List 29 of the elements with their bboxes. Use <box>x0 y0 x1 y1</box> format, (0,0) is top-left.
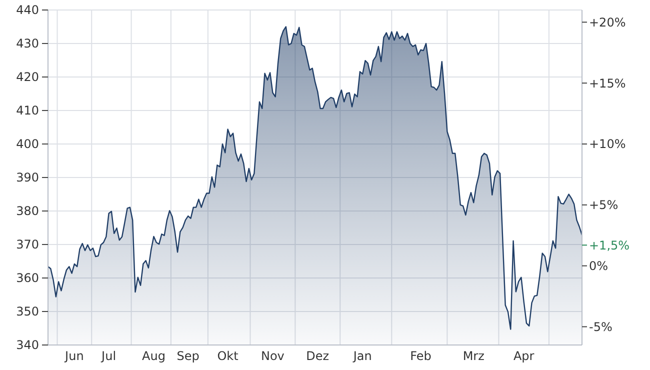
x-tick-label: Nov <box>260 349 284 363</box>
y-tick-label: 440 <box>16 3 39 18</box>
y2-tick-label: +10% <box>589 137 626 152</box>
x-tick-label: Jan <box>352 349 372 363</box>
y-tick-label: 360 <box>16 271 39 286</box>
x-tick-label: Dez <box>306 349 330 363</box>
x-tick-label: Okt <box>217 349 239 363</box>
y-tick-label: 400 <box>16 137 39 152</box>
y2-tick-label: -5% <box>589 320 612 334</box>
y-tick-label: 390 <box>16 170 39 185</box>
x-tick-label: Mrz <box>462 349 484 363</box>
y-tick-label: 430 <box>16 36 39 51</box>
y-tick-label: 350 <box>16 304 39 319</box>
y2-tick-label: 0% <box>589 259 608 274</box>
text: +1,5% <box>589 238 630 252</box>
y-tick-label: 380 <box>16 204 39 218</box>
y2-tick-label: +5% <box>589 198 618 212</box>
x-tick-label: Jul <box>100 349 116 363</box>
y2-tick-label: +20% <box>589 15 626 30</box>
y-tick-label: 340 <box>16 338 39 352</box>
y2-tick-label: +15% <box>589 76 626 90</box>
x-tick-label: Jun <box>64 349 84 363</box>
y-tick-label: 410 <box>16 104 39 118</box>
y-tick-label: 420 <box>16 70 39 84</box>
x-tick-label: Feb <box>410 349 432 363</box>
x-tick-label: Sep <box>176 349 200 363</box>
x-tick-label: Aug <box>142 349 166 363</box>
x-tick-label: Apr <box>513 349 534 363</box>
y-tick-label: 370 <box>16 238 39 252</box>
